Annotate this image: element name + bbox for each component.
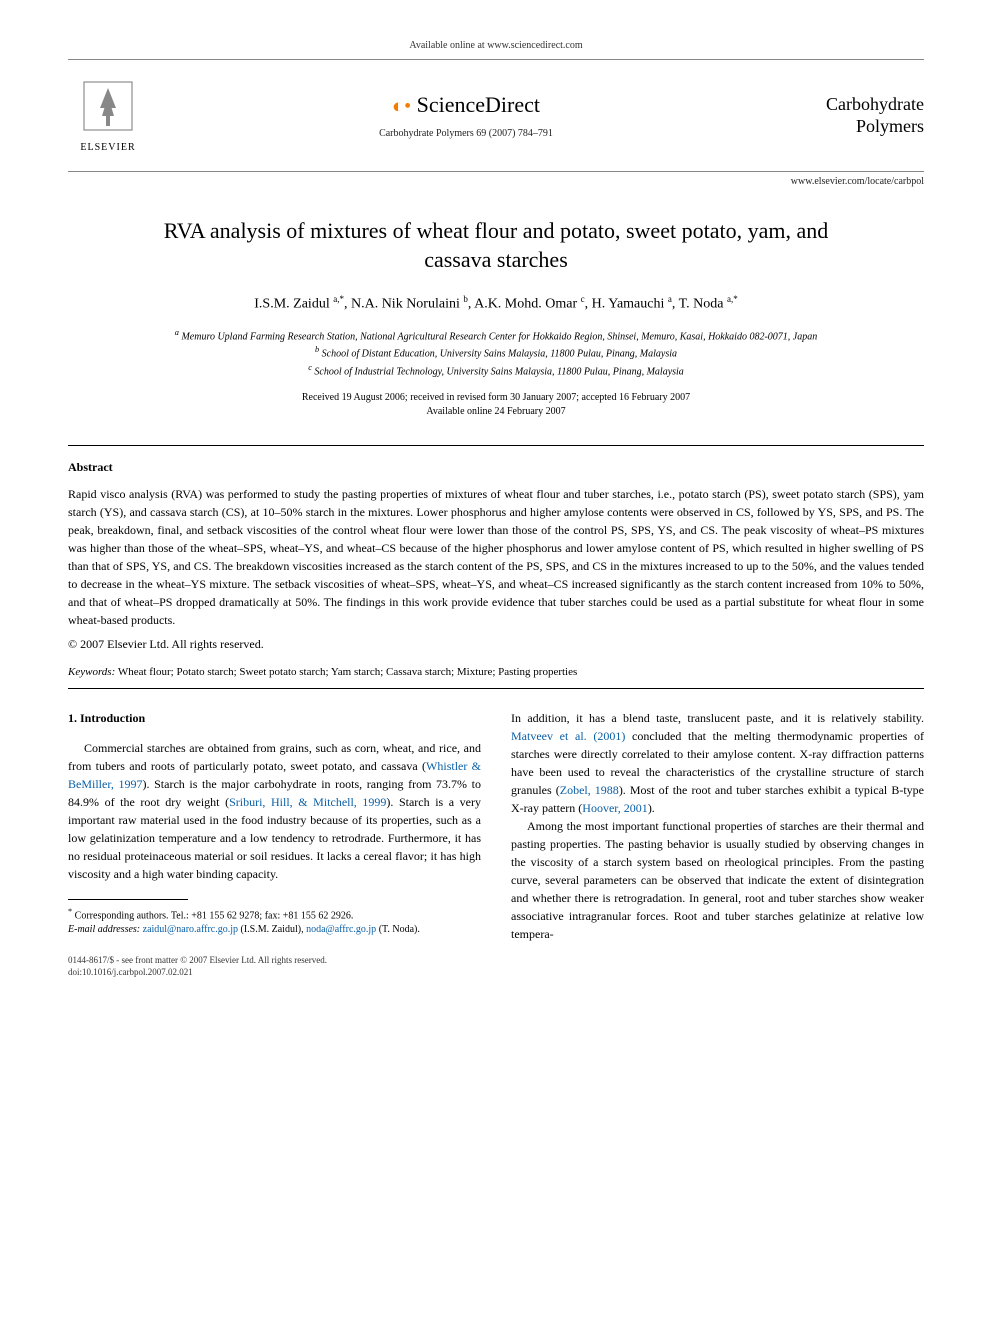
citation[interactable]: Zobel, 1988 — [560, 783, 619, 797]
column-right: In addition, it has a blend taste, trans… — [511, 709, 924, 979]
col2-paragraph-1: In addition, it has a blend taste, trans… — [511, 709, 924, 817]
affiliation-c: c School of Industrial Technology, Unive… — [68, 362, 924, 379]
keywords-text: Wheat flour; Potato starch; Sweet potato… — [115, 666, 577, 678]
journal-logo-line2: Polymers — [784, 116, 924, 138]
corresponding-footnote: * Corresponding authors. Tel.: +81 155 6… — [68, 906, 481, 937]
dates-line1: Received 19 August 2006; received in rev… — [68, 391, 924, 405]
footer-block: 0144-8617/$ - see front matter © 2007 El… — [68, 955, 481, 978]
affiliation-a: a Memuro Upland Farming Research Station… — [68, 327, 924, 344]
header-bar: ELSEVIER ◐• ScienceDirect Carbohydrate P… — [68, 59, 924, 172]
footnote-corr: * Corresponding authors. Tel.: +81 155 6… — [68, 906, 481, 923]
intro-paragraph-1: Commercial starches are obtained from gr… — [68, 739, 481, 883]
footnote-divider — [68, 899, 188, 900]
available-online-text: Available online at www.sciencedirect.co… — [68, 40, 924, 51]
sciencedirect-icon: ◐• — [392, 95, 411, 117]
header-center: ◐• ScienceDirect Carbohydrate Polymers 6… — [148, 92, 784, 139]
body-columns: 1. Introduction Commercial starches are … — [68, 709, 924, 979]
sciencedirect-label: ScienceDirect — [417, 92, 540, 117]
col2-paragraph-2: Among the most important functional prop… — [511, 817, 924, 943]
sciencedirect-logo: ◐• ScienceDirect — [148, 92, 784, 118]
affiliations: a Memuro Upland Farming Research Station… — [68, 327, 924, 379]
dates-line2: Available online 24 February 2007 — [68, 405, 924, 419]
elsevier-label: ELSEVIER — [68, 142, 148, 153]
keywords-line: Keywords: Wheat flour; Potato starch; Sw… — [68, 666, 924, 678]
citation[interactable]: Hoover, 2001 — [582, 801, 648, 815]
elsevier-tree-icon — [68, 78, 148, 140]
footer-line2: doi:10.1016/j.carbpol.2007.02.021 — [68, 967, 481, 979]
citation[interactable]: Sriburi, Hill, & Mitchell, 1999 — [229, 795, 386, 809]
footer-line1: 0144-8617/$ - see front matter © 2007 El… — [68, 955, 481, 967]
article-title: RVA analysis of mixtures of wheat flour … — [128, 217, 864, 274]
affiliation-b: b School of Distant Education, Universit… — [68, 344, 924, 361]
article-dates: Received 19 August 2006; received in rev… — [68, 391, 924, 419]
elsevier-logo: ELSEVIER — [68, 78, 148, 153]
journal-logo: Carbohydrate Polymers — [784, 94, 924, 137]
journal-site-url: www.elsevier.com/locate/carbpol — [68, 176, 924, 187]
copyright-line: © 2007 Elsevier Ltd. All rights reserved… — [68, 637, 924, 652]
footnote-emails: E-mail addresses: zaidul@naro.affrc.go.j… — [68, 923, 481, 937]
abstract-text: Rapid visco analysis (RVA) was performed… — [68, 485, 924, 629]
citation[interactable]: Matveev et al. (2001) — [511, 729, 625, 743]
keywords-label: Keywords: — [68, 666, 115, 678]
column-left: 1. Introduction Commercial starches are … — [68, 709, 481, 979]
email-link[interactable]: zaidul@naro.affrc.go.jp — [143, 924, 238, 935]
authors-line: I.S.M. Zaidul a,*, N.A. Nik Norulaini b,… — [68, 294, 924, 313]
journal-logo-line1: Carbohydrate — [784, 94, 924, 116]
intro-heading: 1. Introduction — [68, 709, 481, 727]
divider — [68, 688, 924, 689]
journal-reference: Carbohydrate Polymers 69 (2007) 784–791 — [148, 128, 784, 139]
email-link[interactable]: noda@affrc.go.jp — [306, 924, 376, 935]
divider — [68, 445, 924, 446]
abstract-heading: Abstract — [68, 460, 924, 475]
